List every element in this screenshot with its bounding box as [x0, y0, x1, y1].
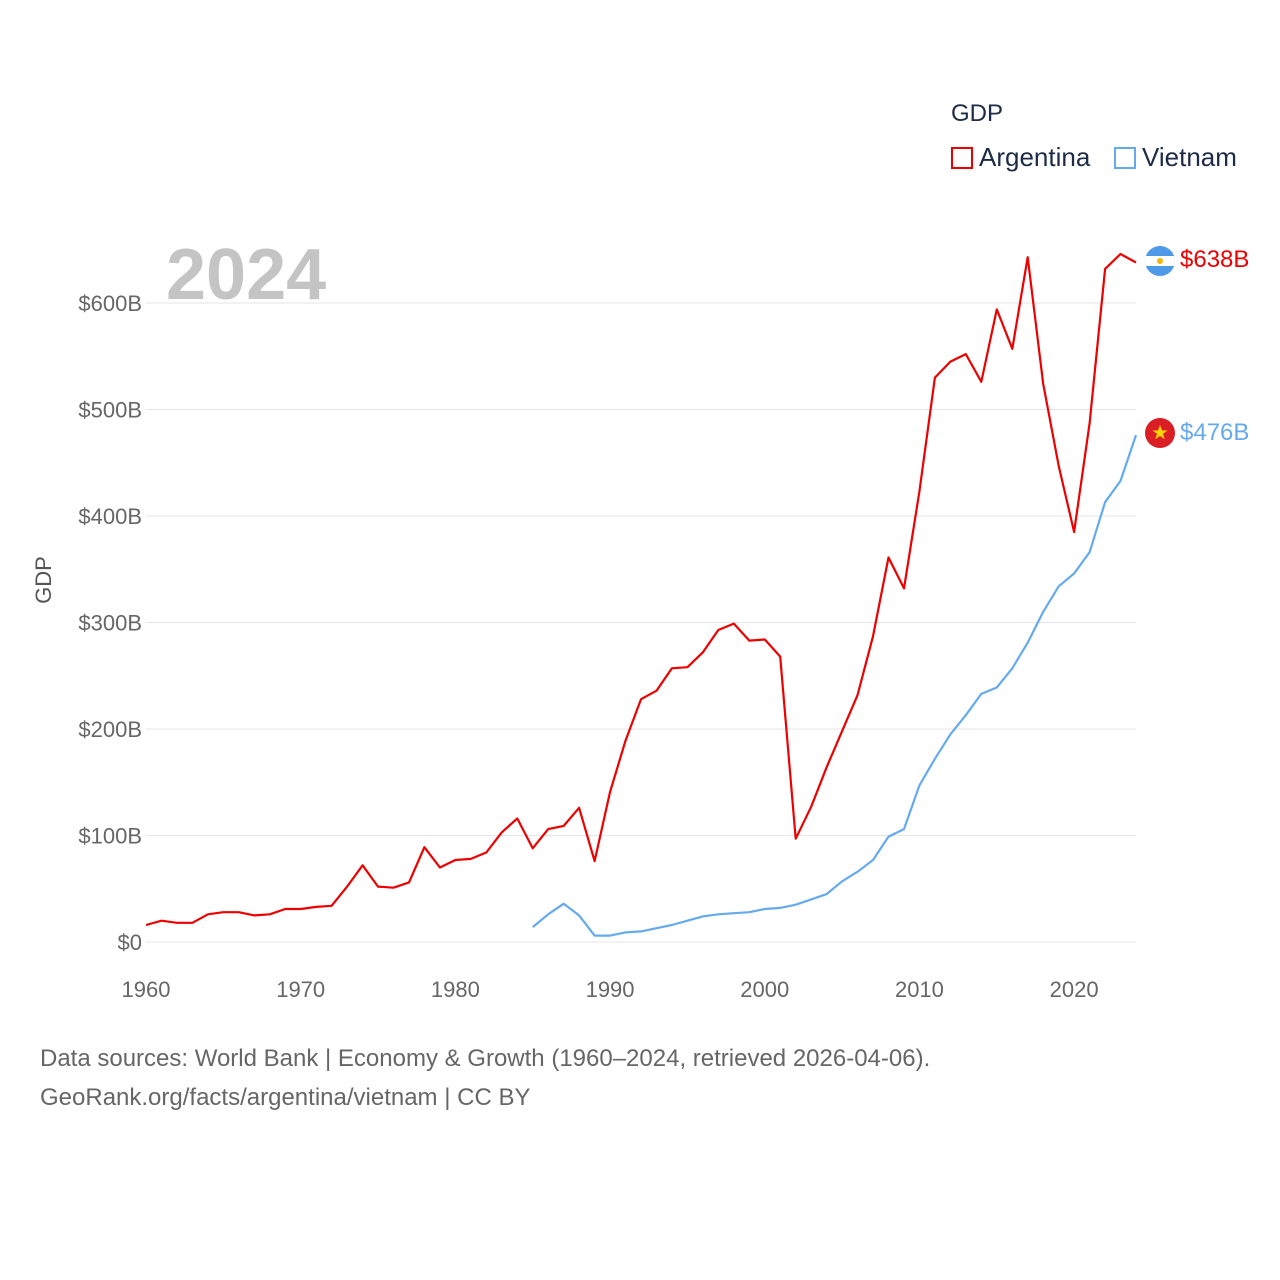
- x-tick-label: 2000: [740, 977, 789, 1002]
- legend-label-argentina: Argentina: [979, 142, 1091, 172]
- attribution-text: GeoRank.org/facts/argentina/vietnam | CC…: [40, 1084, 531, 1111]
- y-tick-label: $100B: [78, 824, 142, 849]
- x-tick-label: 1990: [586, 977, 635, 1002]
- legend-title: GDP: [951, 100, 1004, 127]
- legend-item-vietnam[interactable]: Vietnam: [1114, 142, 1237, 173]
- year-watermark: 2024: [166, 235, 326, 315]
- series-lines: [145, 252, 1138, 937]
- legend-swatch-argentina: [951, 146, 973, 169]
- y-tick-label: $600B: [78, 291, 142, 316]
- y-tick-labels: $0 $100B $200B $300B $400B $500B $600B: [78, 291, 142, 955]
- x-tick-label: 1970: [276, 977, 325, 1002]
- y-tick-label: $400B: [78, 504, 142, 529]
- x-tick-label: 1960: [122, 977, 171, 1002]
- legend-swatch-vietnam: [1114, 146, 1136, 169]
- x-tick-label: 2020: [1050, 977, 1099, 1002]
- x-tick-label: 1980: [431, 977, 480, 1002]
- legend-item-argentina[interactable]: Argentina: [951, 142, 1090, 173]
- series-line-vietnam: [531, 434, 1138, 937]
- x-tick-label: 2010: [895, 977, 944, 1002]
- y-tick-label: $500B: [78, 398, 142, 423]
- argentina-end-label: $638B: [1180, 246, 1249, 273]
- vietnam-flag-icon: [1145, 418, 1175, 448]
- y-tick-label: $300B: [78, 611, 142, 636]
- series-line-argentina: [145, 252, 1137, 927]
- gridlines: [146, 302, 1136, 943]
- x-tick-labels: 1960 1970 1980 1990 2000 2010 2020: [122, 977, 1099, 1002]
- y-tick-label: $0: [118, 930, 142, 955]
- legend-label-vietnam: Vietnam: [1142, 142, 1237, 172]
- y-axis-label: GDP: [31, 556, 56, 604]
- data-sources-text: Data sources: World Bank | Economy & Gro…: [40, 1045, 931, 1072]
- y-tick-label: $200B: [78, 717, 142, 742]
- vietnam-end-label: $476B: [1180, 419, 1249, 446]
- argentina-flag-icon: [1145, 246, 1175, 276]
